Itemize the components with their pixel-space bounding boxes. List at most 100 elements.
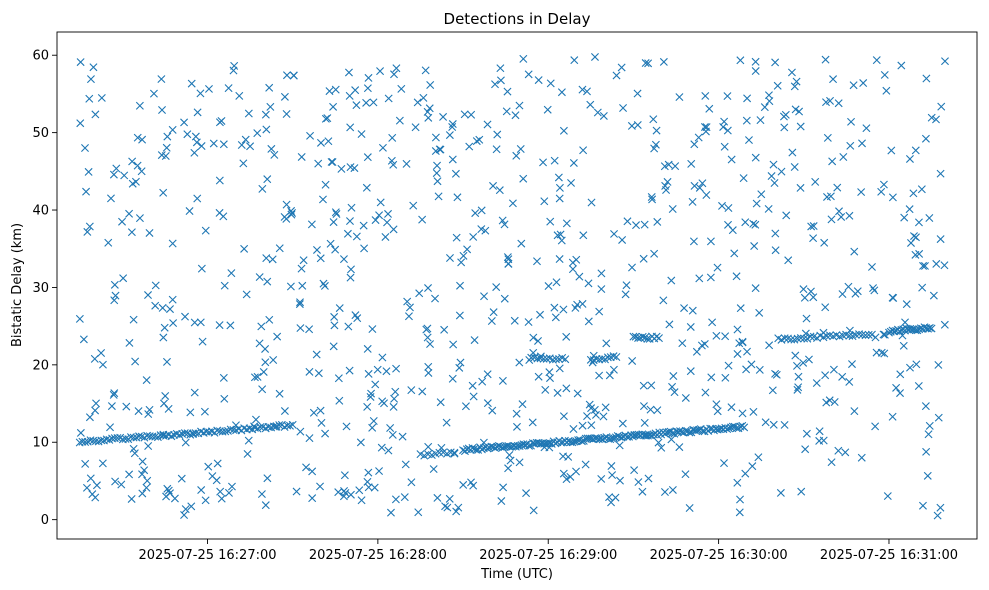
data-point — [261, 358, 270, 367]
data-point — [352, 232, 361, 241]
data-point — [829, 75, 838, 84]
data-point — [144, 291, 152, 300]
data-point — [190, 388, 199, 397]
data-point — [802, 314, 811, 323]
data-point — [296, 324, 305, 333]
data-point — [200, 407, 209, 416]
data-point — [735, 508, 744, 517]
data-point — [76, 119, 85, 128]
data-point — [616, 476, 624, 485]
data-point — [755, 365, 764, 374]
data-point — [498, 216, 507, 225]
data-point — [215, 321, 224, 330]
data-point — [270, 150, 279, 159]
data-point — [297, 264, 306, 273]
data-point — [633, 89, 642, 98]
data-point — [577, 437, 586, 446]
data-point — [695, 183, 704, 192]
data-point — [316, 254, 325, 263]
data-point — [364, 468, 373, 477]
data-point — [529, 506, 538, 515]
data-point — [936, 235, 945, 244]
data-point — [771, 229, 780, 238]
data-point — [321, 429, 330, 438]
data-point — [273, 332, 282, 341]
data-point — [557, 236, 566, 245]
x-axis: 2025-07-25 16:27:00 2025-07-25 16:28:00 20… — [138, 539, 958, 563]
data-point — [595, 355, 604, 364]
data-point — [332, 209, 341, 218]
data-point — [519, 174, 528, 183]
data-point — [599, 111, 608, 120]
data-point — [160, 323, 169, 332]
data-point — [800, 293, 809, 302]
data-point — [845, 377, 854, 386]
data-point — [536, 354, 545, 363]
data-point — [900, 213, 909, 222]
data-point — [892, 383, 901, 392]
data-point — [411, 123, 420, 132]
data-point — [175, 430, 184, 439]
data-point — [562, 475, 571, 484]
data-point — [686, 367, 695, 376]
data-point — [539, 354, 548, 363]
data-point — [452, 507, 461, 516]
y-tick-label: 30 — [32, 281, 49, 296]
data-point — [578, 421, 587, 430]
data-point — [724, 204, 733, 212]
data-point — [424, 284, 433, 293]
data-point — [325, 87, 334, 96]
data-point — [872, 56, 881, 65]
data-point — [453, 193, 462, 202]
data-point — [551, 355, 560, 364]
data-point — [724, 220, 733, 229]
data-point — [922, 447, 931, 456]
data-point — [721, 373, 730, 382]
data-point — [675, 443, 684, 452]
data-point — [690, 140, 699, 149]
data-point — [292, 487, 301, 496]
data-point — [815, 427, 824, 436]
data-point — [452, 233, 461, 242]
data-point — [688, 197, 697, 206]
data-point — [400, 493, 409, 502]
data-point — [425, 104, 434, 113]
data-point — [138, 457, 147, 466]
data-point — [940, 261, 949, 270]
data-point — [244, 109, 253, 118]
data-point — [524, 318, 533, 327]
data-point — [265, 83, 274, 92]
data-point — [459, 480, 468, 489]
data-point — [489, 308, 498, 317]
data-point — [308, 467, 317, 476]
data-point — [445, 131, 454, 140]
data-point — [648, 195, 657, 204]
data-point — [441, 502, 450, 511]
data-point — [219, 373, 228, 382]
data-point — [741, 469, 750, 478]
data-point — [522, 489, 531, 498]
data-point — [657, 443, 666, 452]
data-point — [117, 480, 126, 489]
data-point — [421, 66, 430, 75]
data-point — [675, 93, 684, 102]
data-point — [687, 159, 696, 168]
data-point — [321, 114, 330, 123]
data-point — [670, 388, 679, 397]
data-point — [712, 331, 721, 340]
data-point — [858, 330, 867, 339]
data-point — [667, 435, 676, 444]
data-point — [633, 121, 642, 129]
data-point — [227, 482, 236, 491]
data-point — [324, 137, 333, 146]
data-point — [395, 116, 404, 125]
data-point — [702, 191, 711, 200]
data-point — [719, 122, 728, 131]
data-point — [513, 422, 521, 431]
data-point — [519, 440, 528, 449]
data-point — [186, 408, 195, 417]
data-point — [318, 195, 327, 204]
data-point — [515, 101, 524, 110]
data-point — [534, 76, 543, 85]
data-point — [424, 368, 433, 377]
